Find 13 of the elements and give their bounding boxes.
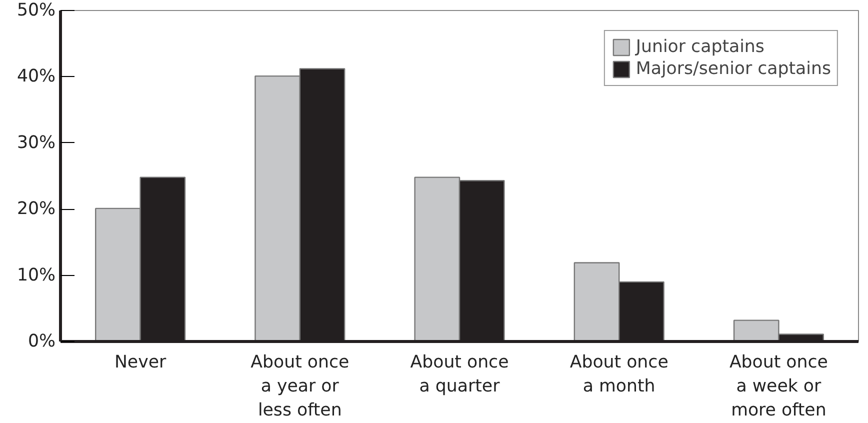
x-tick-label: About once a week or more often xyxy=(729,352,828,420)
x-tick-label: About once a quarter xyxy=(410,352,509,396)
y-tick-label: 0% xyxy=(28,332,56,352)
legend-label: Majors/senior captains xyxy=(636,59,831,79)
y-tick-label: 20% xyxy=(16,199,56,220)
y-tick-label: 30% xyxy=(16,132,56,153)
y-tick-label: 10% xyxy=(16,265,56,286)
y-tick-label: 40% xyxy=(16,66,56,87)
x-tick-label: About once a month xyxy=(570,352,668,396)
x-tick-label: About once a year or less often xyxy=(250,352,350,420)
legend-label: Junior captains xyxy=(636,37,764,57)
y-tick-label: 50% xyxy=(16,0,56,20)
x-tick-label: Never xyxy=(114,352,168,372)
